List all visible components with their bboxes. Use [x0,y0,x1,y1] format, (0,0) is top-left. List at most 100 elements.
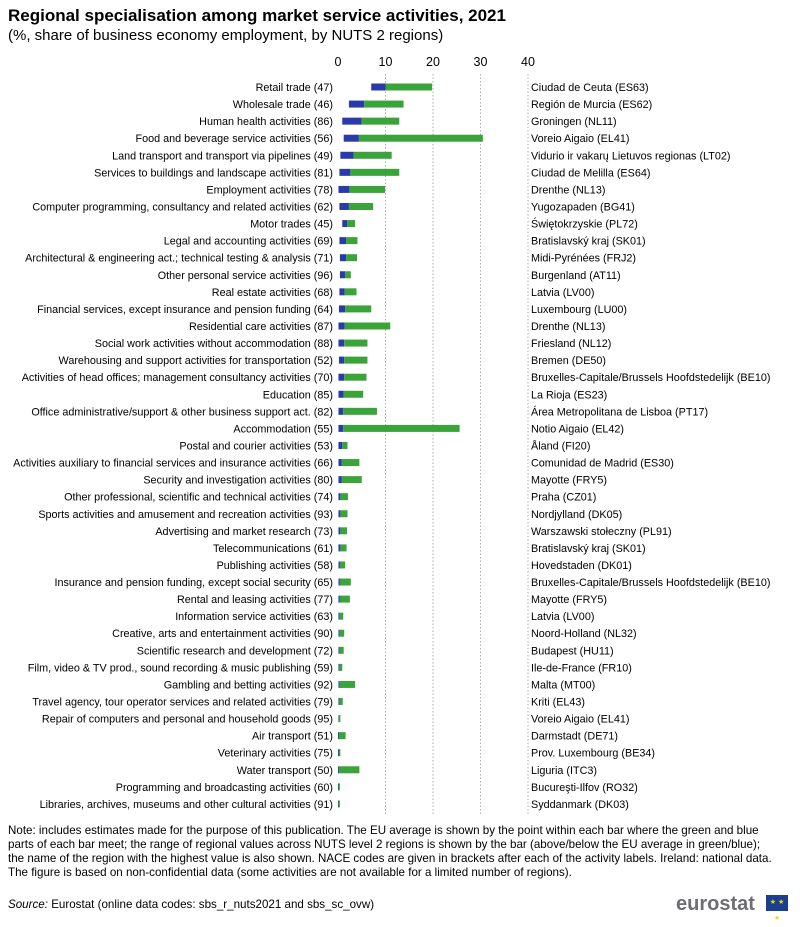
region-label: Latvia (LV00) [531,287,594,299]
region-labels: Ciudad de Ceuta (ES63) Región de Murcia (… [531,82,770,811]
category-label: Libraries, archives, museums and other c… [40,799,333,811]
category-label: Employment activities (78) [206,184,333,196]
category-label: Telecommunications (61) [213,543,333,555]
bar-below-average [338,476,342,484]
category-label: Repair of computers and personal and hou… [42,714,333,726]
category-label: Education (85) [263,389,333,401]
category-label: Other professional, scientific and techn… [64,492,333,504]
bar-above-average [358,134,483,142]
region-label: Drenthe (NL13) [531,321,605,333]
category-label: Security and investigation activities (8… [143,475,333,487]
bar-above-average [349,185,386,193]
bar-above-average [339,595,350,603]
bar-below-average [338,766,339,774]
category-label: Services to buildings and landscape acti… [94,167,333,179]
region-label: Luxembourg (LU00) [531,304,627,316]
category-label: Postal and courier activities (53) [179,440,333,452]
bar-below-average [338,390,344,398]
bar-below-average [338,510,341,518]
bar-above-average [346,237,358,245]
category-label: Food and beverage service activities (56… [136,133,333,145]
bar-below-average [343,134,359,142]
bar-below-average [338,783,339,791]
category-label: Residential care activities (87) [189,321,333,333]
bar-above-average [338,766,360,774]
bar-above-average [340,527,348,535]
region-label: Świętokrzyskie (PL72) [531,218,638,231]
bar-above-average [348,202,374,210]
bar-above-average [353,151,392,159]
bar-above-average [346,254,357,262]
bar-below-average [338,407,344,415]
category-label: Air transport (51) [252,731,333,743]
region-label: Yugozapaden (BG41) [531,201,635,213]
region-label: Ciudad de Melilla (ES64) [531,167,650,179]
region-label: La Rioja (ES23) [531,389,607,401]
region-label: Bratislavský kraj (SK01) [531,236,646,248]
category-label: Water transport (50) [237,765,333,777]
bar-above-average [338,783,340,791]
bar-below-average [338,612,340,620]
x-tick-label: 30 [474,55,488,69]
region-label: Noord-Holland (NL32) [531,628,637,640]
category-label: Creative, arts and entertainment activit… [112,628,333,640]
bar-below-average [338,441,343,449]
bar-below-average [339,237,347,245]
bar-above-average [339,629,345,637]
bar-above-average [344,322,391,330]
bar-above-average [345,271,351,279]
x-tick-label: 40 [521,55,535,69]
bar-above-average [343,390,364,398]
bar-below-average [348,100,365,108]
region-label: Groningen (NL11) [531,116,617,128]
category-label: Programming and broadcasting activities … [116,782,333,794]
bar-below-average [338,356,345,364]
region-label: Kriti (EL43) [531,697,585,709]
bar-above-average [338,749,341,757]
category-label: Gambling and betting activities (92) [164,679,333,691]
bar-above-average [340,544,347,552]
bar-below-average [339,254,347,262]
category-labels: Retail trade (47) Wholesale trade (46) Hum… [13,82,333,811]
region-label: Hovedstaden (DK01) [531,560,632,572]
bar-below-average [338,561,340,569]
region-label: Voreio Aigaio (EL41) [531,714,629,726]
bar-below-average [338,544,341,552]
category-label: Veterinary activities (75) [218,748,333,760]
region-label: Darmstadt (DE71) [531,731,618,743]
region-label: Praha (CZ01) [531,492,596,504]
category-label: Retail trade (47) [256,82,333,94]
gridlines [385,74,529,814]
region-label: Bucureşti-Ilfov (RO32) [531,782,638,794]
region-label: Drenthe (NL13) [531,184,605,196]
region-label: Región de Murcia (ES62) [531,99,652,111]
source-text: Eurostat (online data codes: sbs_r_nuts2… [47,898,375,911]
category-label: Architectural & engineering act.; techni… [25,253,333,265]
category-label: Wholesale trade (46) [233,99,333,111]
source-label: Source: [8,898,48,911]
bar-below-average [371,83,386,91]
region-label: Warszawski stołeczny (PL91) [531,526,672,538]
region-label: Comunidad de Madrid (ES30) [531,458,674,470]
region-label: Syddanmark (DK03) [531,799,629,811]
bar-below-average [338,749,339,757]
category-label: Warehousing and support activities for t… [59,355,333,367]
bar-above-average [344,373,367,381]
bar-below-average [339,271,346,279]
category-label: Social work activities without accommoda… [95,338,333,350]
bar-above-average [344,339,368,347]
bar-above-average [350,168,400,176]
region-label: Malta (MT00) [531,679,595,691]
bar-above-average [340,510,348,518]
bar-below-average [338,185,350,193]
bar-below-average [338,663,340,671]
category-label: Information service activities (63) [175,611,333,623]
eu-flag-icon: ★ ★ ★ [766,895,788,922]
bar-above-average [345,305,372,313]
category-label: Real estate activities (68) [212,287,333,299]
bar-above-average [338,732,346,740]
category-label: Computer programming, consultancy and re… [32,201,333,213]
bar-below-average [338,629,340,637]
x-axis-ticks: 0 10 20 30 40 [335,55,535,69]
bar-above-average [339,578,351,586]
